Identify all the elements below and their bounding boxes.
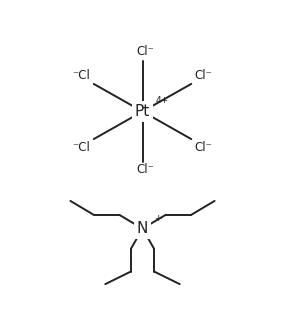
Text: Cl⁻: Cl⁻ [136, 163, 154, 176]
Text: Cl⁻: Cl⁻ [194, 141, 212, 154]
Text: 4+: 4+ [156, 96, 169, 105]
Text: +: + [154, 214, 162, 223]
Text: N: N [137, 221, 148, 236]
Text: Cl⁻: Cl⁻ [194, 70, 212, 83]
Text: ⁻Cl: ⁻Cl [72, 141, 89, 154]
Text: Cl⁻: Cl⁻ [136, 45, 154, 58]
Text: Pt: Pt [135, 104, 150, 119]
Text: ⁻Cl: ⁻Cl [72, 70, 89, 83]
